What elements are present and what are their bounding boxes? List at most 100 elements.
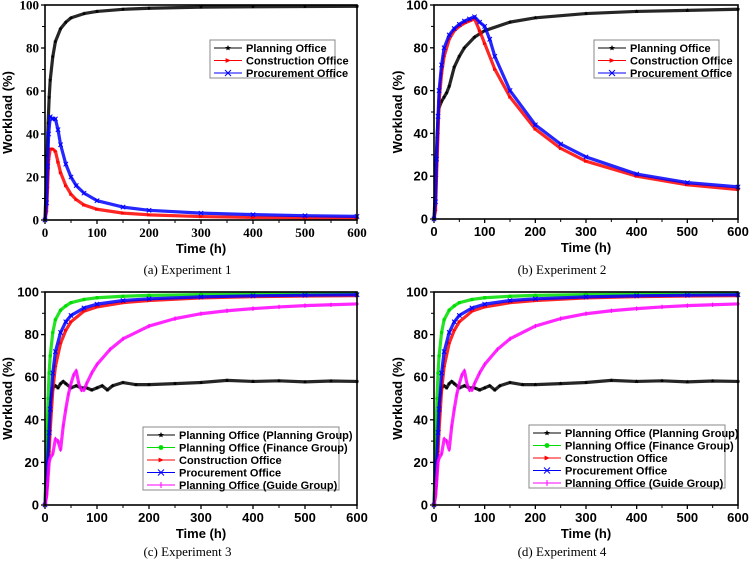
x-tick-label: 200 [524,224,546,239]
legend-entry-construction-office: Construction Office [533,453,668,465]
x-tick-label: 300 [575,510,597,525]
data-point [447,341,452,345]
data-point [470,297,474,302]
data-point [609,378,614,383]
legend-entry-construction-office: Construction Office [598,56,733,68]
legend-entry-procurement-office: Procurement Office [147,468,281,480]
data-point [147,213,152,217]
legend-entry-planning-office-finance-group: Planning Office (Finance Group) [147,443,348,455]
data-point [482,301,488,307]
data-point [58,329,64,336]
data-point [482,23,488,29]
data-point [302,379,308,384]
legend-label: Construction Office [630,56,733,68]
data-point [482,295,487,300]
data-point [48,78,53,83]
data-point [82,309,87,313]
x-tick-label: 0 [42,225,49,240]
legend-entry-construction-office: Construction Office [147,455,282,467]
x-tick-label: 400 [626,224,648,239]
data-point [46,430,52,436]
data-point [482,41,487,46]
y-tick-label: 20 [25,455,39,470]
x-tick-label: 500 [295,225,315,240]
data-point [507,380,513,385]
y-axis: 0 20 40 60 80 100 Workload (%) [390,285,434,513]
data-point [446,32,452,38]
legend-box [528,424,726,489]
data-point [63,319,69,325]
y-tick-label: 80 [26,41,39,56]
legend-label: Planning Office (Finance Group) [565,441,734,453]
data-point [442,94,447,99]
data-point [146,207,152,213]
data-point [58,142,64,148]
y-tick-label: 20 [414,455,428,470]
data-point [52,349,58,355]
data-point [433,156,440,162]
y-tick-label: 40 [414,126,428,141]
x-axis-label: Time (h) [561,526,611,541]
data-point [302,213,308,219]
caption-experiment-3: (c) Experiment 3 [143,544,232,559]
x-tick-label: 300 [190,510,212,525]
legend-entry-procurement-office: Procurement Office [533,466,667,478]
data-point [435,113,441,119]
data-point [436,88,442,94]
legend-marker-icon [158,445,164,450]
data-point [51,330,55,335]
legend-marker-icon [543,467,551,474]
x-tick-label: 100 [474,510,496,525]
chart-experiment-2: 0 100 200 300 400 500 600 Time (h) 0 20 40 60 80 100 W… [390,0,749,255]
x-tick-label: 600 [346,510,368,525]
y-tick-label: 60 [414,83,428,98]
data-point [250,212,256,218]
x-axis: 0 100 200 300 400 500 600 Time (h) [41,505,368,541]
legend-label: Planning Office (Planning Group) [179,430,353,442]
legend-marker-icon [225,58,231,63]
data-point [68,174,74,180]
legend-entry-planning-office: Planning Office [214,43,327,55]
data-point [63,20,68,24]
data-point [492,53,498,59]
data-point [447,84,452,89]
data-point [50,370,56,376]
legend-marker-icon [158,432,164,438]
legend-entry-planning-office: Planning Office [598,43,711,55]
series-procurement-office [42,114,360,223]
data-point [477,19,483,25]
data-point [224,378,230,383]
data-point [172,381,178,386]
data-point [250,4,256,9]
y-axis: 0 20 40 60 80 100 Workload (%) [0,285,45,513]
x-tick-label: 600 [727,510,749,525]
series-group [431,7,741,222]
x-tick-label: 300 [191,225,211,240]
data-point [328,378,334,383]
data-point [684,180,690,186]
series-line-procurement-office [432,15,740,221]
data-point [58,341,63,345]
data-point [121,294,125,299]
x-tick-label: 200 [138,510,160,525]
legend-marker-icon [609,58,615,63]
data-point [583,11,589,16]
data-point [710,378,715,383]
x-tick-label: 200 [524,510,546,525]
data-point [53,149,58,153]
x-axis-label: Time (h) [561,240,611,255]
data-point [250,379,256,384]
legend-marker-icon [544,430,550,436]
data-point [466,16,473,22]
data-point [583,154,589,160]
series-group [42,4,360,223]
data-point [684,292,690,298]
legend-marker-icon [544,443,550,448]
legend-label: Planning Office (Guide Group) [179,480,338,492]
data-point [435,430,441,436]
data-point [251,215,256,220]
legend-entry-procurement-office: Procurement Office [214,68,348,80]
x-tick-label: 200 [139,225,159,240]
data-point [198,210,204,216]
